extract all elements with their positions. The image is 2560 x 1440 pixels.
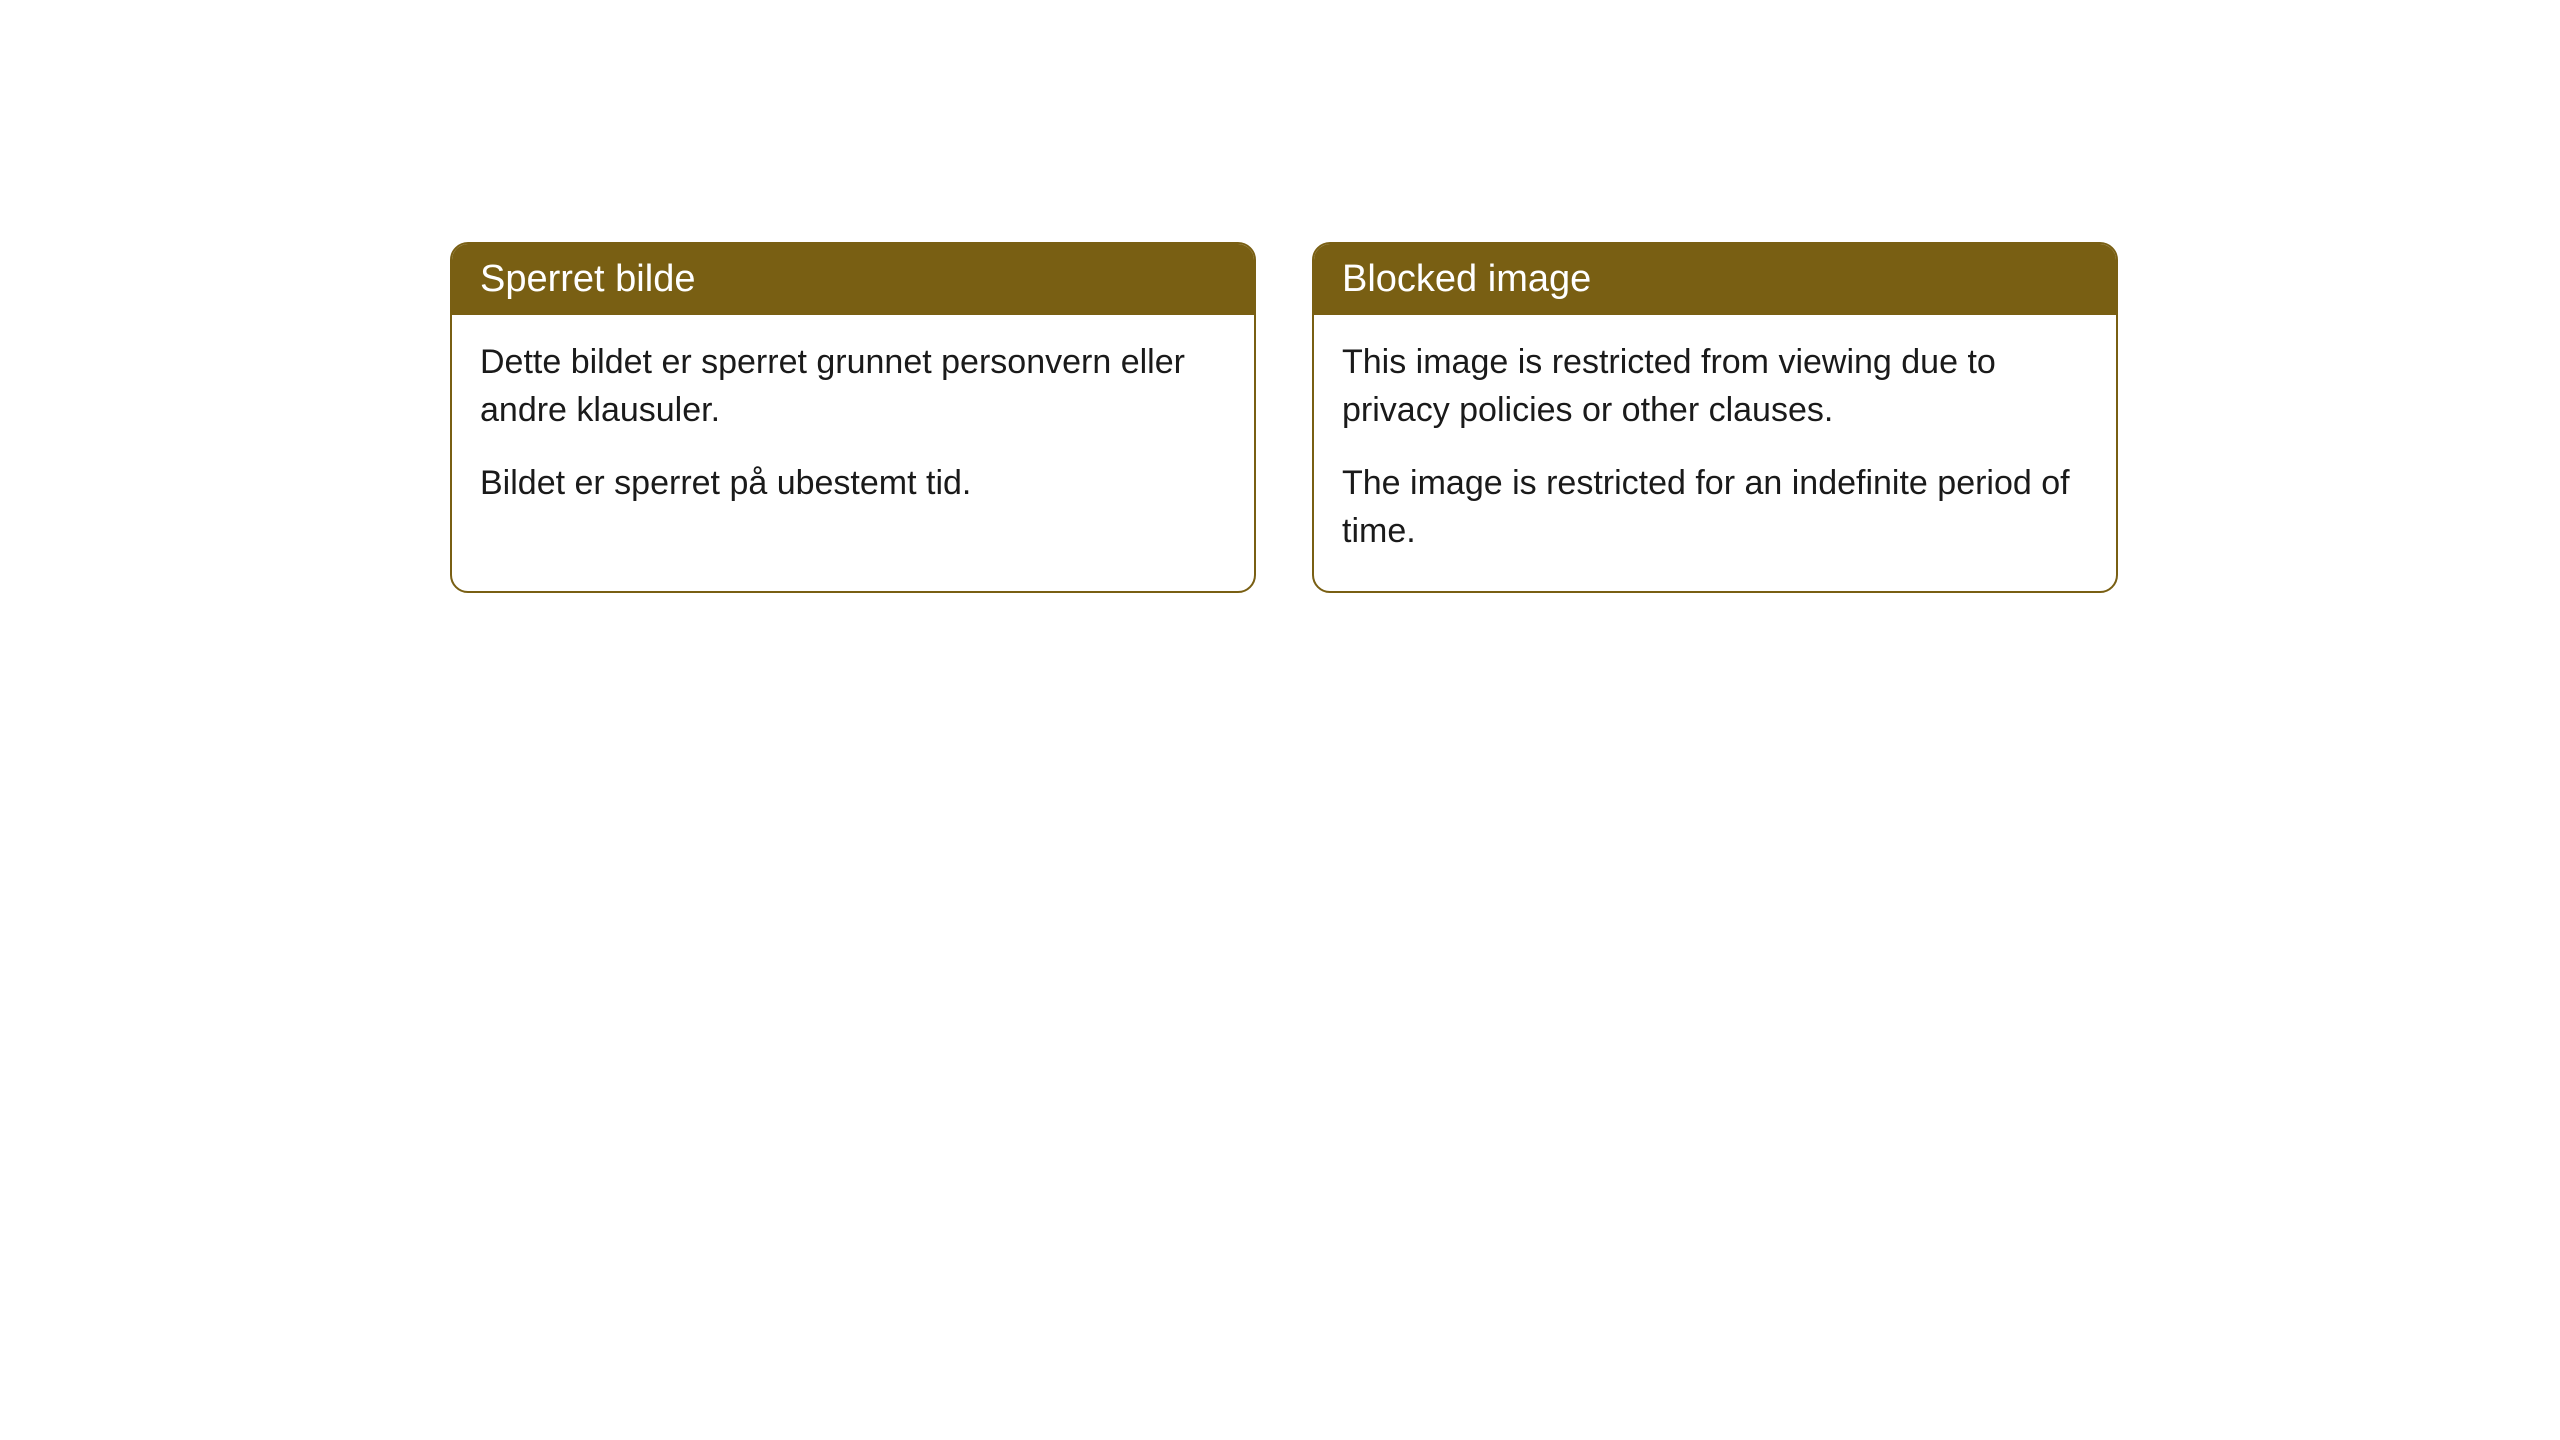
card-paragraph-en-2: The image is restricted for an indefinit…: [1342, 460, 2088, 555]
card-title-en: Blocked image: [1342, 258, 1591, 300]
card-header-no: Sperret bilde: [452, 244, 1254, 315]
card-paragraph-no-1: Dette bildet er sperret grunnet personve…: [480, 339, 1226, 434]
card-paragraph-no-2: Bildet er sperret på ubestemt tid.: [480, 460, 1226, 508]
card-paragraph-en-1: This image is restricted from viewing du…: [1342, 339, 2088, 434]
blocked-image-card-en: Blocked image This image is restricted f…: [1312, 242, 2118, 593]
card-header-en: Blocked image: [1314, 244, 2116, 315]
card-title-no: Sperret bilde: [480, 258, 695, 300]
notice-cards-container: Sperret bilde Dette bildet er sperret gr…: [450, 242, 2118, 593]
card-body-en: This image is restricted from viewing du…: [1314, 315, 2116, 591]
card-body-no: Dette bildet er sperret grunnet personve…: [452, 315, 1254, 544]
blocked-image-card-no: Sperret bilde Dette bildet er sperret gr…: [450, 242, 1256, 593]
